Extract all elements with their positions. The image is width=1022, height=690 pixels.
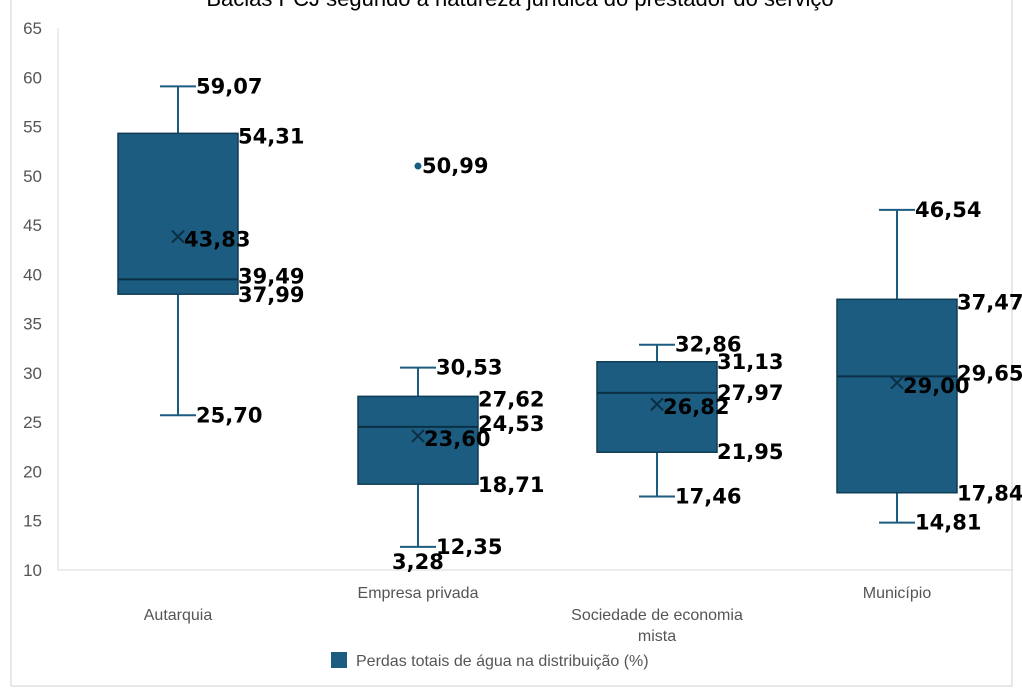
box-group — [596, 343, 718, 498]
data-label: 25,70 — [196, 403, 262, 427]
mean-marker — [650, 397, 664, 411]
box-layer — [117, 85, 958, 548]
x-category-label: Município — [863, 585, 932, 602]
data-label: 17,46 — [675, 484, 741, 508]
iqr-box — [836, 298, 958, 494]
y-tick-label: 25 — [23, 413, 42, 432]
data-label: 14,81 — [915, 511, 981, 535]
data-label: 17,84 — [957, 482, 1022, 506]
data-label: 27,62 — [478, 387, 544, 411]
y-tick-label: 10 — [23, 561, 42, 580]
box-group — [117, 85, 239, 417]
x-category-label: Autarquia — [144, 607, 213, 624]
data-label: 50,99 — [422, 154, 488, 178]
y-tick-label: 40 — [23, 265, 42, 284]
data-label: 32,86 — [675, 333, 741, 357]
data-label: 12,35 — [436, 535, 502, 559]
y-tick-label: 60 — [23, 68, 42, 87]
data-label: 30,53 — [436, 356, 502, 380]
data-label: 26,82 — [663, 395, 729, 419]
mean-marker — [411, 429, 425, 443]
data-label: 37,99 — [238, 283, 304, 307]
data-label: 39,49 — [238, 264, 304, 288]
box-group — [836, 208, 958, 524]
legend-label: Perdas totais de água na distribuição (%… — [356, 653, 649, 670]
data-label: 59,07 — [196, 74, 262, 98]
y-tick-label: 55 — [23, 118, 42, 137]
chart-border — [10, 0, 1013, 687]
box-group — [357, 162, 479, 548]
iqr-box — [596, 361, 718, 453]
y-tick-label: 45 — [23, 216, 42, 235]
data-label: 24,53 — [478, 412, 544, 436]
y-tick-label: 65 — [23, 19, 42, 38]
y-tick-label: 50 — [23, 167, 42, 186]
x-category-label: Empresa privada — [358, 585, 479, 602]
x-category-label: mista — [638, 628, 676, 645]
mean-marker — [171, 229, 185, 244]
legend-swatch — [331, 652, 347, 668]
data-label: 29,00 — [903, 374, 969, 398]
data-label: 18,71 — [478, 473, 544, 497]
y-tick-label: 15 — [23, 512, 42, 531]
chart-title: Bacias PCJ segundo a natureza jurídica d… — [206, 0, 833, 11]
iqr-box — [117, 132, 239, 295]
iqr-box — [357, 395, 479, 485]
data-label: 43,83 — [184, 228, 250, 252]
y-tick-label: 20 — [23, 462, 42, 481]
data-label: 54,31 — [238, 124, 304, 148]
outlier-point — [414, 162, 422, 170]
x-category-label: Sociedade de economia — [571, 607, 743, 624]
data-label: 37,47 — [957, 290, 1022, 314]
axis-layer: 10 15 20 25 30 35 40 45 50 55 60 65 Autarquia Empresa… — [23, 19, 1012, 645]
y-tick-label: 35 — [23, 315, 42, 334]
data-label: 29,65 — [957, 361, 1022, 385]
data-label: 46,54 — [915, 198, 981, 222]
data-label: 31,13 — [717, 350, 783, 374]
data-label: 3,28 — [392, 550, 444, 574]
mean-marker — [890, 376, 904, 390]
legend: Perdas totais de água na distribuição (%… — [331, 652, 649, 670]
data-label: 27,97 — [717, 381, 783, 405]
data-label: 23,60 — [424, 427, 490, 451]
y-tick-label: 30 — [23, 364, 42, 383]
data-label: 21,95 — [717, 440, 783, 464]
